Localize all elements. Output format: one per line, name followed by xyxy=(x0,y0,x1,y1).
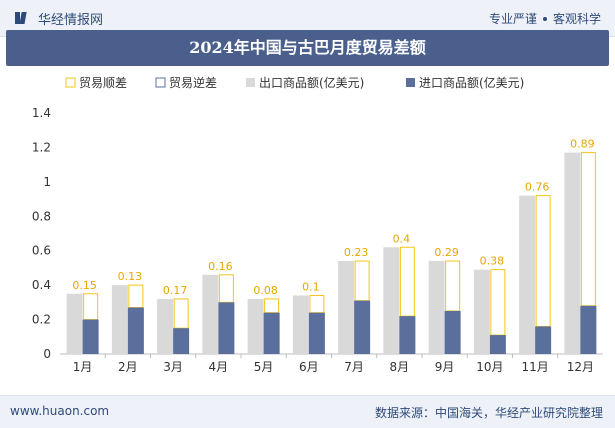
surplus-data-label: 0.89 xyxy=(570,138,595,151)
slogan: 专业严谨 客观科学 xyxy=(489,10,601,27)
brand-name: 华经情报网 xyxy=(38,13,104,28)
surplus-data-label: 0.38 xyxy=(480,255,505,268)
import-bar xyxy=(354,300,371,354)
export-bar xyxy=(564,152,581,354)
surplus-data-label: 0.4 xyxy=(393,232,411,245)
y-tick-label: 0.2 xyxy=(32,313,51,327)
legend-label-export: 出口商品额(亿美元) xyxy=(259,75,364,90)
y-tick-label: 1 xyxy=(43,175,51,189)
export-bar xyxy=(66,293,83,354)
import-bar xyxy=(535,326,552,354)
import-bar xyxy=(399,316,416,354)
y-tick-label: 1.4 xyxy=(32,106,51,120)
legend-swatch-deficit xyxy=(155,77,166,88)
import-bar xyxy=(580,305,597,354)
x-tick-label: 7月 xyxy=(344,360,364,374)
surplus-data-label: 0.16 xyxy=(208,260,233,273)
y-tick-label: 0.6 xyxy=(32,244,51,258)
slogan-dot-icon xyxy=(542,16,547,21)
import-bar xyxy=(489,335,506,354)
slogan-right: 客观科学 xyxy=(552,12,601,26)
surplus-data-label: 0.08 xyxy=(253,284,278,297)
x-tick-label: 8月 xyxy=(390,360,410,374)
surplus-data-label: 0.23 xyxy=(344,246,369,259)
slogan-left: 专业严谨 xyxy=(488,12,537,26)
surplus-bar xyxy=(309,294,325,314)
surplus-data-label: 0.29 xyxy=(434,246,459,259)
chart-title: 2024年中国与古巴月度贸易差额 xyxy=(189,38,426,57)
surplus-bar xyxy=(173,298,189,329)
export-bar xyxy=(338,261,355,354)
import-bar xyxy=(127,307,144,354)
x-tick-label: 3月 xyxy=(163,360,183,374)
export-bar xyxy=(428,261,445,354)
export-bar xyxy=(202,274,219,354)
x-tick-label: 4月 xyxy=(209,360,229,374)
y-tick-label: 1.2 xyxy=(32,140,51,154)
export-bar xyxy=(111,285,128,354)
x-tick-label: 2月 xyxy=(118,360,138,374)
surplus-data-label: 0.17 xyxy=(163,284,188,297)
import-bar xyxy=(82,319,99,354)
x-tick-label: 1月 xyxy=(73,360,93,374)
y-tick-label: 0.8 xyxy=(32,209,51,223)
x-tick-label: 10月 xyxy=(476,360,503,374)
surplus-bar xyxy=(535,195,551,327)
legend-swatch-export xyxy=(246,78,255,87)
export-bar xyxy=(519,195,536,354)
legend-label-surplus: 贸易顺差 xyxy=(79,76,127,90)
x-tick-label: 6月 xyxy=(299,360,319,374)
data-source: 数据来源：中国海关，华经产业研究院整理 xyxy=(374,406,603,420)
import-bar xyxy=(263,312,280,354)
import-bar xyxy=(218,302,235,354)
y-tick-label: 0 xyxy=(43,347,51,361)
legend-label-deficit: 贸易逆差 xyxy=(169,75,217,90)
title-bar: 2024年中国与古巴月度贸易差额 xyxy=(6,30,609,66)
footer-bar: www.huaon.com 数据来源：中国海关，华经产业研究院整理 xyxy=(0,395,615,428)
surplus-bar xyxy=(218,274,234,303)
surplus-bar xyxy=(490,269,506,336)
surplus-bar xyxy=(83,293,99,321)
surplus-bar xyxy=(580,152,596,307)
legend-swatch-surplus xyxy=(65,77,76,88)
huajing-logo-icon xyxy=(15,12,27,24)
website-link[interactable]: www.huaon.com xyxy=(10,404,110,418)
surplus-data-label: 0.15 xyxy=(72,279,97,292)
export-bar xyxy=(247,298,264,354)
surplus-bar xyxy=(128,284,144,309)
legend-swatch-import xyxy=(406,78,415,87)
surplus-data-label: 0.13 xyxy=(118,270,143,283)
import-bar xyxy=(308,312,325,354)
export-bar xyxy=(292,295,309,354)
y-tick-label: 0.4 xyxy=(32,278,51,292)
export-bar xyxy=(157,298,174,354)
surplus-bar xyxy=(264,298,280,314)
surplus-bar xyxy=(399,246,415,317)
import-bar xyxy=(444,310,461,354)
legend-label-import: 进口商品额(亿美元) xyxy=(419,75,524,90)
x-tick-label: 11月 xyxy=(521,360,548,374)
surplus-bar xyxy=(445,260,461,312)
import-bar xyxy=(173,328,190,354)
surplus-bar xyxy=(354,260,370,302)
export-bar xyxy=(383,247,400,354)
export-bar xyxy=(473,269,490,354)
x-tick-label: 12月 xyxy=(567,360,594,374)
x-tick-label: 5月 xyxy=(254,360,274,374)
x-tick-label: 9月 xyxy=(435,360,455,374)
surplus-data-label: 0.1 xyxy=(302,280,320,293)
surplus-data-label: 0.76 xyxy=(525,181,550,194)
trade-balance-chart: 贸易顺差 贸易逆差 出口商品额(亿美元) 进口商品额(亿美元) 0 0.2 0.4 0.6 0.… xyxy=(32,75,603,374)
